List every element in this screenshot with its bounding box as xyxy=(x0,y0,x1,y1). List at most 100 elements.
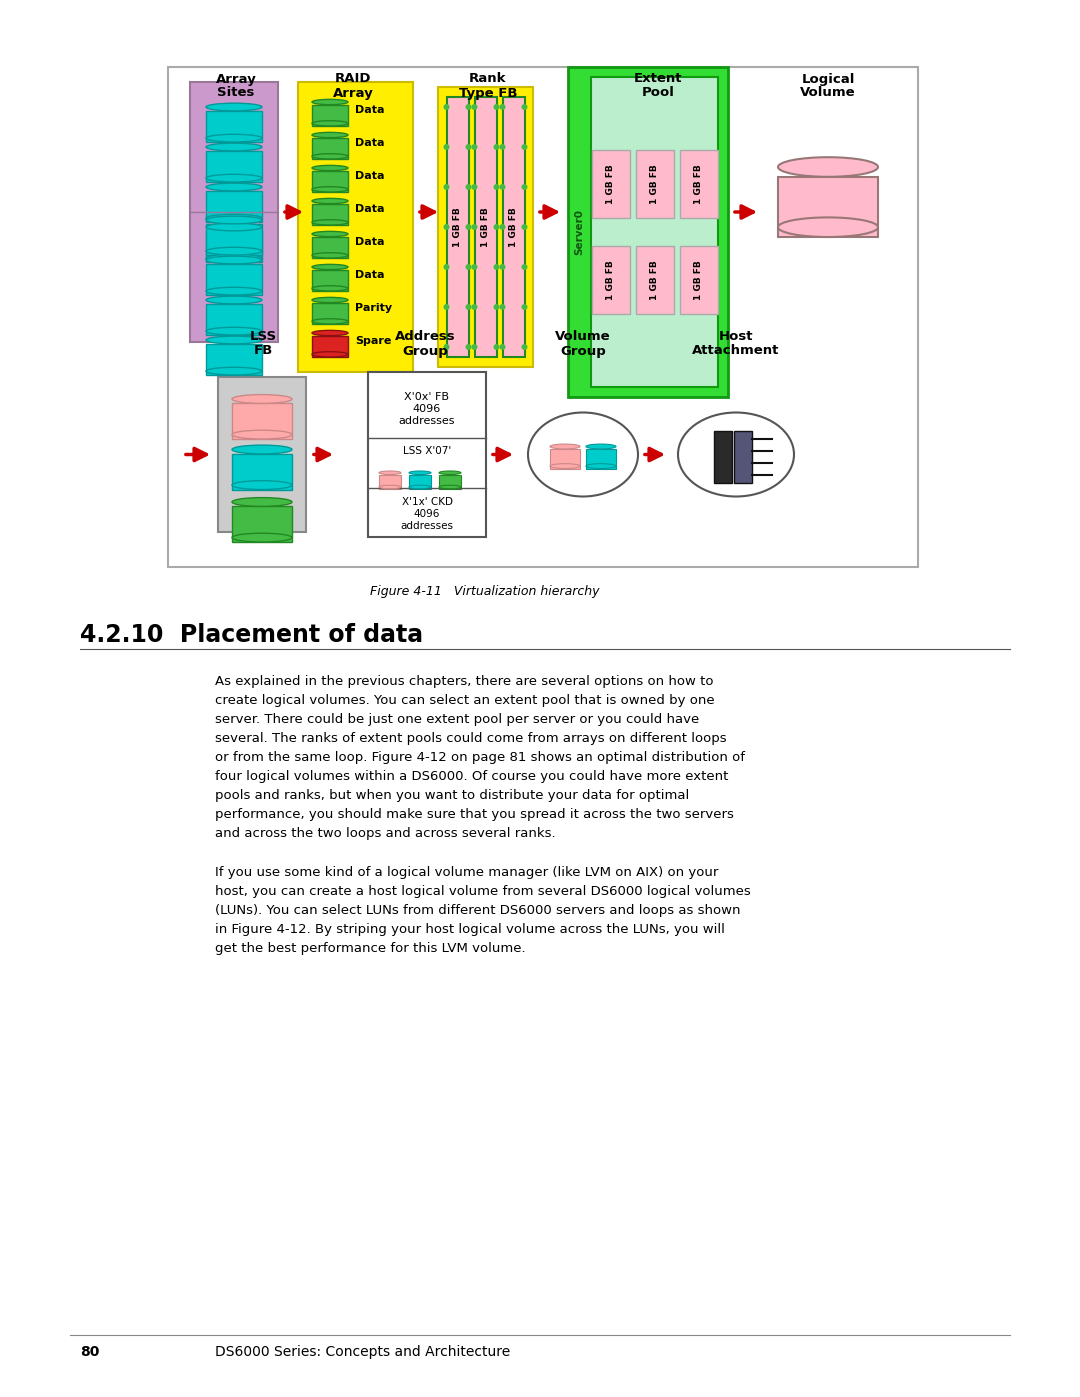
Ellipse shape xyxy=(206,217,262,224)
Text: LSS: LSS xyxy=(249,331,276,344)
Text: server. There could be just one extent pool per server or you could have: server. There could be just one extent p… xyxy=(215,712,699,726)
Ellipse shape xyxy=(438,471,461,475)
Ellipse shape xyxy=(312,298,348,303)
FancyBboxPatch shape xyxy=(206,264,262,295)
Text: Logical: Logical xyxy=(801,73,854,85)
Circle shape xyxy=(499,344,505,351)
Ellipse shape xyxy=(232,430,292,439)
Text: FB: FB xyxy=(254,345,272,358)
Circle shape xyxy=(444,224,449,231)
Text: Type FB: Type FB xyxy=(459,87,517,99)
Ellipse shape xyxy=(312,198,348,204)
FancyBboxPatch shape xyxy=(218,377,306,532)
Ellipse shape xyxy=(312,253,348,258)
Text: Data: Data xyxy=(355,138,384,148)
Text: Data: Data xyxy=(355,204,384,214)
Text: X'1x' CKD: X'1x' CKD xyxy=(402,497,453,507)
Circle shape xyxy=(494,184,499,190)
Ellipse shape xyxy=(312,330,348,335)
Text: several. The ranks of extent pools could come from arrays on different loops: several. The ranks of extent pools could… xyxy=(215,732,727,745)
Text: 4096: 4096 xyxy=(414,510,441,520)
Circle shape xyxy=(522,144,527,149)
Text: Address: Address xyxy=(394,331,456,344)
Ellipse shape xyxy=(206,256,262,264)
FancyBboxPatch shape xyxy=(312,303,348,324)
Circle shape xyxy=(472,224,477,231)
Circle shape xyxy=(499,144,505,149)
Ellipse shape xyxy=(528,412,638,496)
Circle shape xyxy=(522,305,527,310)
FancyBboxPatch shape xyxy=(206,231,262,263)
FancyBboxPatch shape xyxy=(778,177,878,237)
Ellipse shape xyxy=(206,224,262,231)
Ellipse shape xyxy=(409,471,431,475)
FancyBboxPatch shape xyxy=(592,246,630,314)
Text: 1 GB FB: 1 GB FB xyxy=(650,163,659,204)
Text: LSS X'07': LSS X'07' xyxy=(403,446,451,455)
Circle shape xyxy=(522,184,527,190)
Text: Volume: Volume xyxy=(800,87,855,99)
Text: Server0: Server0 xyxy=(573,210,584,256)
FancyBboxPatch shape xyxy=(206,344,262,374)
Text: (LUNs). You can select LUNs from different DS6000 servers and loops as shown: (LUNs). You can select LUNs from differe… xyxy=(215,904,741,916)
Circle shape xyxy=(444,103,449,110)
FancyBboxPatch shape xyxy=(312,270,348,291)
Circle shape xyxy=(472,144,477,149)
Text: As explained in the previous chapters, there are several options on how to: As explained in the previous chapters, t… xyxy=(215,675,714,687)
FancyBboxPatch shape xyxy=(635,246,674,314)
Circle shape xyxy=(499,224,505,231)
Ellipse shape xyxy=(206,134,262,142)
FancyBboxPatch shape xyxy=(190,82,278,342)
Text: X'0x' FB: X'0x' FB xyxy=(405,393,449,402)
Text: addresses: addresses xyxy=(401,521,454,531)
FancyBboxPatch shape xyxy=(206,151,262,182)
Ellipse shape xyxy=(232,394,292,404)
Ellipse shape xyxy=(206,288,262,295)
Text: 80: 80 xyxy=(80,1345,99,1359)
Circle shape xyxy=(444,344,449,351)
FancyBboxPatch shape xyxy=(502,96,525,358)
Text: pools and ranks, but when you want to distribute your data for optimal: pools and ranks, but when you want to di… xyxy=(215,789,689,802)
Ellipse shape xyxy=(232,446,292,454)
Ellipse shape xyxy=(312,319,348,324)
FancyBboxPatch shape xyxy=(635,149,674,218)
Circle shape xyxy=(472,344,477,351)
Ellipse shape xyxy=(586,444,616,448)
Circle shape xyxy=(444,184,449,190)
FancyBboxPatch shape xyxy=(438,87,534,367)
FancyBboxPatch shape xyxy=(312,236,348,258)
Ellipse shape xyxy=(206,254,262,263)
Circle shape xyxy=(499,184,505,190)
FancyBboxPatch shape xyxy=(379,475,401,489)
Text: Data: Data xyxy=(355,270,384,279)
Ellipse shape xyxy=(678,412,794,496)
Ellipse shape xyxy=(409,485,431,489)
Circle shape xyxy=(465,264,472,270)
Text: 1 GB FB: 1 GB FB xyxy=(481,207,490,247)
Ellipse shape xyxy=(312,264,348,270)
Text: 1 GB FB: 1 GB FB xyxy=(509,207,518,247)
Text: Figure 4-11   Virtualization hierarchy: Figure 4-11 Virtualization hierarchy xyxy=(370,585,599,598)
FancyBboxPatch shape xyxy=(206,224,262,256)
Ellipse shape xyxy=(312,352,348,358)
Text: Data: Data xyxy=(355,237,384,247)
Ellipse shape xyxy=(312,133,348,138)
Circle shape xyxy=(494,305,499,310)
Circle shape xyxy=(522,103,527,110)
FancyBboxPatch shape xyxy=(368,372,486,536)
Circle shape xyxy=(465,344,472,351)
Text: Array: Array xyxy=(216,73,256,85)
Ellipse shape xyxy=(550,444,580,448)
Circle shape xyxy=(465,103,472,110)
Text: Sites: Sites xyxy=(217,87,255,99)
Text: RAID: RAID xyxy=(335,73,372,85)
Circle shape xyxy=(472,264,477,270)
Text: Extent: Extent xyxy=(634,73,683,85)
Text: or from the same loop. Figure 4-12 on page 81 shows an optimal distribution of: or from the same loop. Figure 4-12 on pa… xyxy=(215,752,745,764)
FancyBboxPatch shape xyxy=(474,96,497,358)
Circle shape xyxy=(465,184,472,190)
Text: Pool: Pool xyxy=(642,87,674,99)
Text: If you use some kind of a logical volume manager (like LVM on AIX) on your: If you use some kind of a logical volume… xyxy=(215,866,718,879)
Ellipse shape xyxy=(206,214,262,222)
FancyBboxPatch shape xyxy=(232,506,292,542)
